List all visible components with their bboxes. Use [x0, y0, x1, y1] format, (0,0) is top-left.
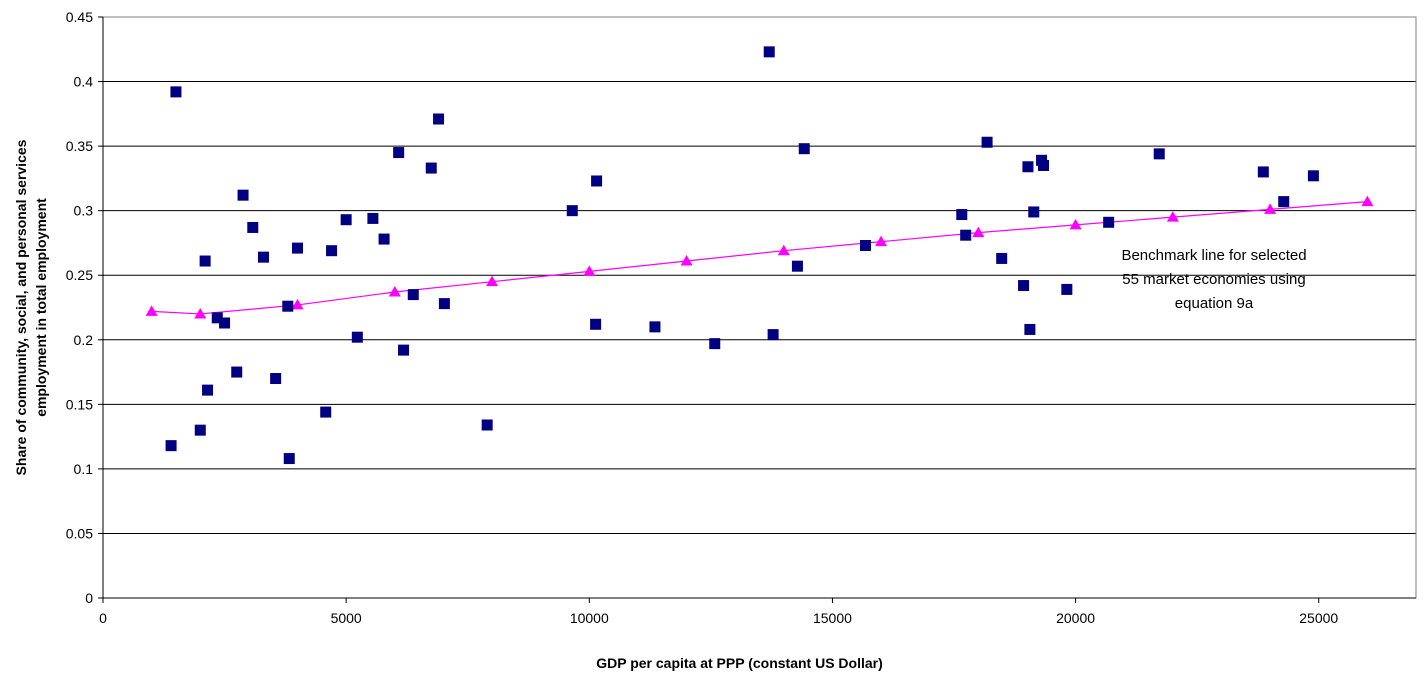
data-point — [767, 329, 779, 341]
y-tick-label: 0 — [85, 590, 93, 606]
data-point — [1307, 170, 1319, 182]
y-tick-label: 0.45 — [66, 9, 93, 25]
data-point — [591, 175, 603, 187]
data-point — [170, 86, 182, 98]
data-point — [393, 147, 405, 159]
x-tick-label: 25000 — [1299, 610, 1338, 626]
data-point — [326, 245, 338, 257]
data-point — [996, 252, 1008, 264]
benchmark-series — [145, 195, 1374, 319]
x-tick-label: 20000 — [1056, 610, 1095, 626]
data-point — [763, 46, 775, 58]
benchmark-point — [1361, 195, 1374, 207]
data-point — [960, 229, 972, 241]
data-point — [270, 373, 282, 385]
data-point — [1028, 206, 1040, 218]
benchmark-line — [151, 201, 1368, 315]
data-point — [211, 312, 223, 324]
benchmark-point — [680, 255, 693, 266]
data-point — [194, 424, 206, 436]
data-point — [1037, 159, 1049, 171]
data-point — [433, 113, 445, 125]
data-point — [1022, 161, 1034, 173]
data-point — [1153, 148, 1165, 160]
data-point — [649, 321, 661, 333]
data-point — [202, 384, 214, 396]
data-point — [1257, 166, 1269, 178]
data-point — [283, 453, 295, 465]
y-axis-title-line: Share of community, social, and personal… — [13, 139, 29, 475]
y-tick-label: 0.3 — [74, 203, 94, 219]
x-tick-label: 0 — [99, 610, 107, 626]
annotation-line: Benchmark line for selected — [1121, 247, 1306, 264]
data-point — [1278, 196, 1290, 208]
x-tick-label: 5000 — [331, 610, 362, 626]
data-point — [219, 317, 231, 329]
data-point — [425, 162, 437, 174]
benchmark-point — [145, 305, 158, 316]
benchmark-point — [291, 298, 304, 310]
benchmark-point — [875, 235, 888, 247]
benchmark-annotation: Benchmark line for selected 55 market eco… — [1121, 247, 1306, 312]
annotation-line: 55 market economies using — [1122, 271, 1305, 288]
data-point — [199, 255, 211, 267]
y-tick-label: 0.4 — [74, 74, 94, 90]
benchmark-point — [194, 307, 207, 319]
data-point — [282, 300, 294, 312]
data-point — [956, 209, 968, 221]
y-tick-label: 0.25 — [66, 267, 93, 283]
y-tick-label: 0.15 — [66, 396, 93, 412]
y-axis-title-line: employment in total employment — [33, 198, 49, 417]
data-point — [1103, 216, 1115, 228]
benchmark-point — [388, 286, 401, 297]
data-point — [481, 419, 493, 431]
data-point — [340, 214, 352, 226]
y-tick-label: 0.1 — [74, 461, 94, 477]
x-tick-label: 10000 — [570, 610, 609, 626]
data-point — [292, 242, 304, 254]
data-point — [367, 212, 379, 224]
benchmark-point — [972, 226, 985, 238]
annotation-line: equation 9a — [1175, 295, 1254, 312]
data-point — [1018, 280, 1030, 292]
data-point — [237, 189, 249, 201]
benchmark-point — [583, 265, 596, 276]
data-point — [398, 344, 410, 356]
data-point — [709, 338, 721, 350]
benchmark-point — [777, 244, 790, 256]
benchmark-point — [1264, 203, 1277, 214]
data-point — [1024, 323, 1036, 335]
data-point — [860, 240, 872, 252]
data-point — [257, 251, 269, 263]
data-point — [165, 440, 177, 452]
data-point — [438, 298, 450, 310]
y-tick-label: 0.35 — [66, 138, 93, 154]
data-point — [1061, 283, 1073, 295]
x-tick-label: 15000 — [813, 610, 852, 626]
data-point — [566, 205, 578, 217]
axes: 0 0.05 0.1 0.15 0.2 0.25 0.3 0.35 0.4 0.45 0 5000 10… — [66, 9, 1416, 626]
y-tick-label: 0.2 — [74, 332, 94, 348]
data-point — [231, 366, 243, 378]
benchmark-point — [486, 275, 499, 287]
axis-titles: GDP per capita at PPP (constant US Dolla… — [13, 139, 883, 671]
benchmark-point — [1166, 211, 1179, 222]
data-point — [590, 318, 602, 330]
scatter-series — [165, 46, 1319, 465]
data-point — [798, 143, 810, 155]
data-point — [320, 406, 332, 418]
data-point — [247, 221, 259, 233]
x-axis-title: GDP per capita at PPP (constant US Dolla… — [596, 655, 883, 671]
data-point — [378, 233, 390, 245]
data-point — [791, 260, 803, 272]
data-point — [351, 331, 363, 343]
data-point — [981, 136, 993, 148]
benchmark-point — [1069, 218, 1082, 230]
y-tick-label: 0.05 — [66, 525, 93, 541]
data-point — [407, 289, 419, 301]
